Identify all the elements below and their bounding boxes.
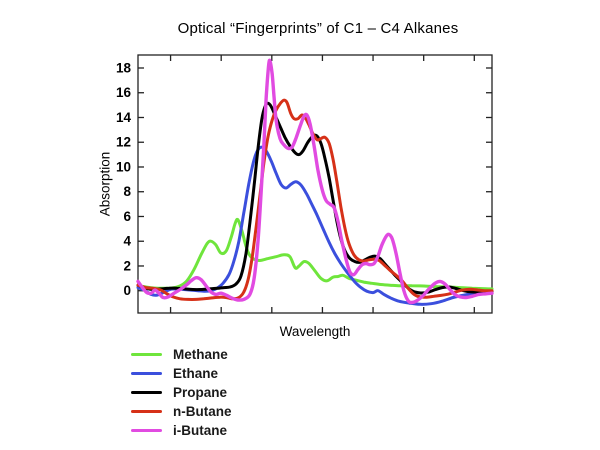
- legend-label-propane: Propane: [173, 385, 228, 400]
- legend-item-i-butane: i-Butane: [131, 421, 232, 440]
- legend-item-n-butane: n-Butane: [131, 402, 232, 421]
- legend-line-n-butane: [131, 409, 162, 414]
- legend-item-methane: Methane: [131, 345, 232, 364]
- y-tick-label: 2: [123, 258, 131, 273]
- chart-title: Optical “Fingerprints” of C1 – C4 Alkane…: [177, 20, 459, 37]
- y-tick-label: 12: [116, 135, 131, 150]
- legend-line-propane: [131, 390, 162, 395]
- legend-line-i-butane: [131, 428, 162, 433]
- y-axis-label: Absorption: [97, 151, 113, 217]
- x-axis-label: Wavelength: [279, 324, 351, 339]
- legend-line-ethane: [131, 371, 162, 376]
- y-tick-label: 8: [123, 184, 131, 199]
- legend-item-propane: Propane: [131, 383, 232, 402]
- y-tick-label: 10: [116, 159, 131, 174]
- y-tick-label: 4: [123, 234, 131, 249]
- legend-label-n-butane: n-Butane: [173, 404, 232, 419]
- legend: Methane Ethane Propane n-Butane i-Butane: [131, 345, 232, 440]
- series-line-methane: [136, 217, 494, 291]
- legend-label-i-butane: i-Butane: [173, 423, 227, 438]
- plot-box: [137, 54, 493, 314]
- legend-item-ethane: Ethane: [131, 364, 232, 383]
- y-tick-label: 14: [116, 110, 132, 125]
- legend-label-methane: Methane: [173, 347, 228, 362]
- y-tick-label: 6: [123, 209, 131, 224]
- series-line-i-butane: [136, 58, 494, 305]
- legend-label-ethane: Ethane: [173, 366, 219, 381]
- legend-line-methane: [131, 352, 162, 357]
- y-tick-label: 0: [123, 283, 131, 298]
- y-tick-label: 18: [116, 60, 132, 75]
- y-tick-label: 16: [116, 85, 132, 100]
- series-line-propane: [136, 101, 494, 295]
